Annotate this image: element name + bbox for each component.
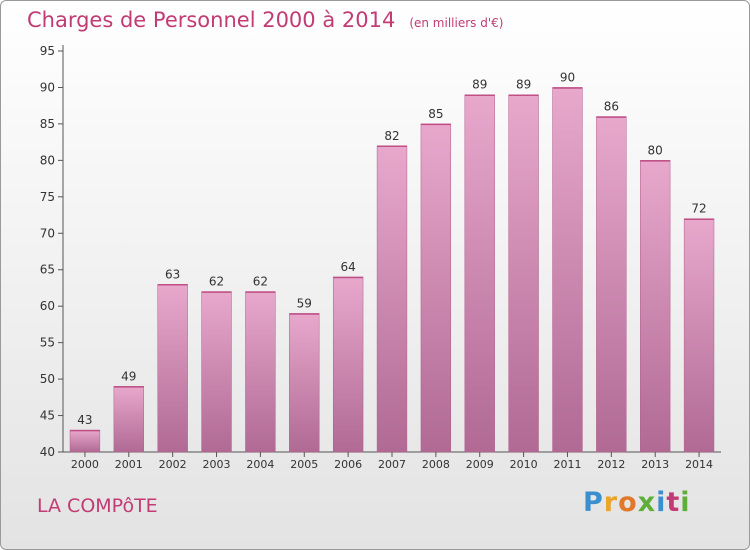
- x-tick-label: 2007: [378, 458, 406, 471]
- chart-subtitle: (en milliers d'€): [409, 16, 504, 30]
- x-tick-label: 2012: [597, 458, 625, 471]
- data-label: 85: [428, 107, 443, 121]
- data-label: 72: [691, 202, 706, 216]
- data-label: 89: [516, 78, 531, 92]
- bar: [113, 386, 144, 453]
- data-label: 59: [297, 296, 312, 310]
- bar: [683, 218, 715, 453]
- x-tick-label: 2006: [334, 458, 362, 471]
- y-tick-label: 55: [40, 336, 55, 350]
- bar: [508, 94, 539, 453]
- logo-letter: i: [656, 487, 667, 518]
- bar: [376, 145, 408, 453]
- y-tick-label: 60: [40, 299, 55, 313]
- x-tick-label: 2004: [246, 458, 274, 471]
- logo-letter: r: [603, 487, 619, 518]
- logo-letter: o: [618, 487, 638, 518]
- data-label: 43: [77, 413, 92, 427]
- x-tick-label: 2011: [553, 458, 581, 471]
- y-tick-label: 40: [40, 445, 55, 459]
- x-tick-label: 2009: [466, 458, 494, 471]
- data-label: 89: [472, 78, 487, 92]
- bar: [201, 291, 232, 453]
- x-tick-label: 2008: [422, 458, 450, 471]
- bar: [552, 87, 583, 453]
- bar: [420, 123, 452, 453]
- proxiti-logo: Proxiti: [583, 487, 691, 518]
- logo-letter: x: [637, 487, 657, 518]
- x-tick-label: 2000: [71, 458, 99, 471]
- logo-letter: P: [583, 487, 604, 518]
- x-tick-label: 2014: [685, 458, 713, 471]
- x-tick-label: 2010: [510, 458, 538, 471]
- y-tick-label: 45: [40, 409, 55, 423]
- data-label: 64: [340, 260, 355, 274]
- commune-name: LA COMPôTE: [37, 495, 158, 517]
- bar: [157, 284, 188, 453]
- x-tick-label: 2002: [159, 458, 187, 471]
- x-tick-label: 2003: [203, 458, 231, 471]
- y-tick-label: 65: [40, 263, 55, 277]
- bar: [245, 291, 276, 453]
- y-tick-label: 80: [40, 153, 55, 167]
- data-label: 62: [253, 275, 268, 289]
- bar: [596, 116, 627, 453]
- x-tick-label: 2013: [641, 458, 669, 471]
- x-tick-label: 2001: [115, 458, 143, 471]
- data-label: 86: [604, 100, 619, 114]
- bar: [464, 94, 495, 453]
- bar: [289, 313, 320, 453]
- bar: [69, 429, 101, 453]
- data-label: 90: [560, 70, 575, 84]
- x-tick-label: 2005: [290, 458, 318, 471]
- chart-title-block: Charges de Personnel 2000 à 2014 (en mill…: [27, 8, 503, 32]
- logo-letter: t: [666, 487, 681, 518]
- data-label: 80: [648, 143, 663, 157]
- data-label: 62: [209, 275, 224, 289]
- y-tick-label: 75: [40, 190, 55, 204]
- y-tick-label: 95: [40, 44, 55, 58]
- data-label: 49: [121, 369, 136, 383]
- logo-letter: i: [680, 487, 691, 518]
- chart-title: Charges de Personnel 2000 à 2014: [27, 8, 396, 32]
- y-tick-label: 50: [40, 372, 55, 386]
- data-label: 63: [165, 267, 180, 281]
- bar: [332, 276, 364, 453]
- y-tick-label: 85: [40, 117, 55, 131]
- bar: [640, 160, 671, 453]
- data-label: 82: [384, 129, 399, 143]
- y-tick-label: 90: [40, 80, 55, 94]
- y-tick-label: 70: [40, 226, 55, 240]
